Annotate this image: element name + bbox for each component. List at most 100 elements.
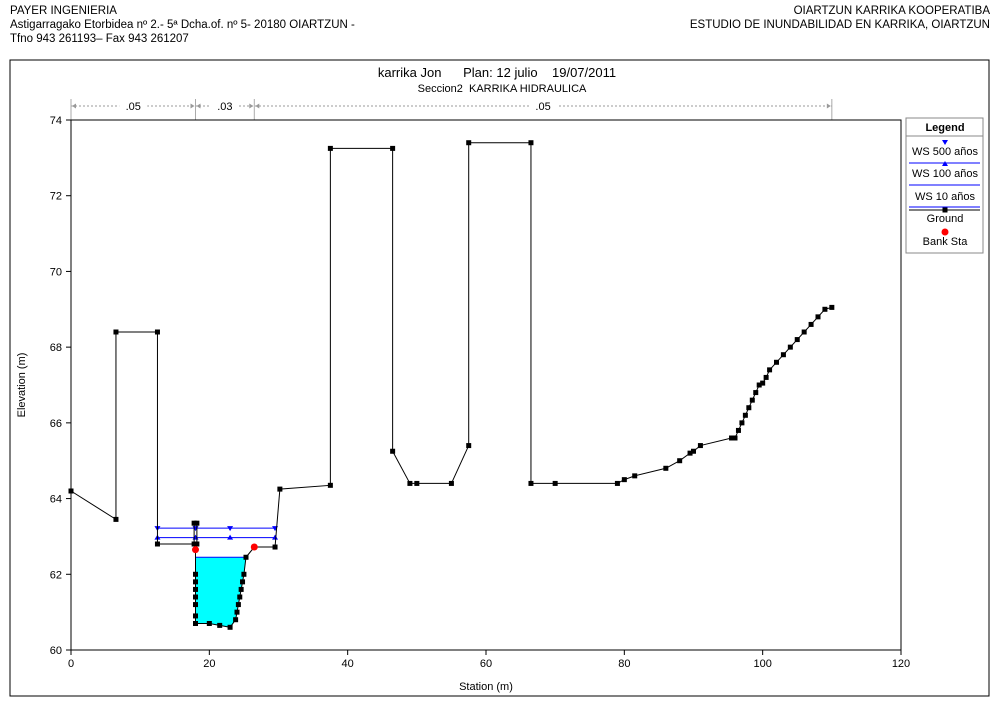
ground-point: [663, 465, 669, 471]
ground-point: [193, 571, 198, 577]
ground-line: [70, 142, 832, 628]
ground-point: [621, 477, 627, 483]
ground-point: [277, 486, 283, 492]
ground-point: [735, 427, 741, 433]
x-tick-label: 0: [68, 658, 74, 670]
ground-point: [206, 621, 212, 626]
ground-point: [390, 145, 396, 151]
ground-point: [746, 405, 752, 411]
ws100-marker: [272, 534, 279, 540]
y-axis-label: Elevation (m): [16, 353, 28, 418]
ground-point: [780, 352, 786, 358]
ground-point: [528, 480, 534, 486]
y-tick-label: 62: [50, 569, 62, 581]
header-right: OIARTZUN KARRIKA KOOPERATIBA ESTUDIO DE …: [690, 4, 990, 32]
ground-point: [808, 321, 814, 327]
ground-point: [448, 480, 454, 486]
manning-arrow: [190, 103, 195, 109]
legend-entry-ground: Ground: [927, 213, 964, 225]
company-phone: Tfno 943 261193– Fax 943 261207: [10, 33, 189, 45]
ground-point: [272, 544, 278, 550]
ground-point: [327, 145, 333, 151]
ground-point: [749, 397, 755, 403]
ground-point: [677, 458, 683, 464]
ground-point: [193, 594, 198, 600]
company-name: PAYER INGENIERIA: [10, 5, 117, 17]
manning-n-label: .05: [126, 101, 141, 113]
study-title: ESTUDIO DE INUNDABILIDAD EN KARRIKA, OIA…: [689, 19, 990, 31]
ground-point: [193, 621, 198, 626]
legend-ground-marker: [942, 207, 948, 213]
ground-point: [243, 554, 249, 560]
legend: Legend WS 500 años WS 100 años WS 10 año…: [905, 117, 984, 254]
x-tick-label: 120: [892, 658, 910, 670]
y-tick-label: 60: [50, 645, 62, 657]
manning-label-bg: [119, 99, 148, 112]
ground-point: [217, 622, 223, 628]
ground-point: [193, 541, 198, 547]
y-tick-label: 68: [50, 342, 62, 354]
x-tick-label: 80: [618, 658, 630, 670]
ground-point: [68, 488, 74, 494]
ground-point: [815, 314, 821, 320]
manning-arrow: [72, 103, 76, 109]
ground-point: [466, 140, 472, 146]
ground-point: [241, 571, 247, 577]
ground-point: [235, 602, 241, 608]
ground-point: [829, 304, 835, 310]
chart-title: karrika Jon Plan: 12 julio 19/07/2011: [378, 65, 616, 80]
chart-subtitle: Seccion2 KARRIKA HIDRAULICA: [418, 83, 587, 95]
manning-n-label: .05: [535, 101, 550, 113]
manning-label-bg: [210, 99, 239, 112]
ground-point: [113, 329, 119, 335]
ground-point: [233, 617, 239, 623]
legend-ws500-marker: [942, 140, 948, 145]
ground-point: [756, 382, 762, 388]
client-name: OIARTZUN KARRIKA KOOPERATIBA: [793, 5, 990, 17]
ground-point: [697, 443, 703, 449]
ground-point: [739, 420, 745, 426]
ground-point: [691, 448, 696, 454]
header-left: PAYER INGENIERIA Astigarragako Etorbidea…: [10, 4, 355, 46]
ground-point: [191, 520, 197, 526]
ground-point: [760, 380, 766, 386]
legend-entry-ws500: WS 500 años: [912, 146, 979, 158]
legend-entry-bank: Bank Sta: [923, 236, 969, 248]
bank-station-marker: [192, 546, 199, 554]
ground-point: [154, 541, 160, 547]
manning-arrow: [826, 103, 831, 109]
ground-point: [414, 480, 420, 486]
y-tick-label: 74: [50, 115, 62, 127]
x-tick-label: 60: [480, 658, 492, 670]
manning-n-bar: .05 .03 .05: [70, 99, 833, 120]
ground-point: [632, 473, 638, 479]
ground-point: [801, 329, 807, 335]
chart-frame: [9, 59, 990, 697]
ground-point: [767, 367, 773, 373]
manning-label-bg: [529, 99, 558, 112]
plot-layer: [68, 140, 835, 630]
ground-point: [742, 412, 748, 418]
manning-arrow: [249, 103, 254, 109]
x-tick-label: 20: [203, 658, 215, 670]
ws100-marker: [227, 534, 234, 540]
manning-arrow: [196, 103, 201, 109]
ground-point: [193, 586, 198, 592]
ground-point: [774, 359, 779, 365]
ground-point: [193, 602, 198, 608]
ground-point: [687, 450, 693, 456]
legend-ws100-marker: [942, 161, 948, 166]
legend-entry-ws100: WS 100 años: [912, 168, 979, 180]
ground-point: [528, 140, 534, 146]
ground-point: [113, 516, 119, 522]
ground-point: [390, 448, 396, 454]
manning-arrow: [255, 103, 260, 109]
ground-point: [327, 482, 333, 488]
ground-point: [227, 624, 233, 630]
manning-n-label: .03: [217, 101, 232, 113]
y-tick-label: 66: [50, 418, 62, 430]
legend-items: WS 500 años WS 100 años WS 10 años Groun…: [909, 140, 980, 248]
ground-point: [787, 344, 793, 350]
legend-title: Legend: [925, 122, 964, 134]
